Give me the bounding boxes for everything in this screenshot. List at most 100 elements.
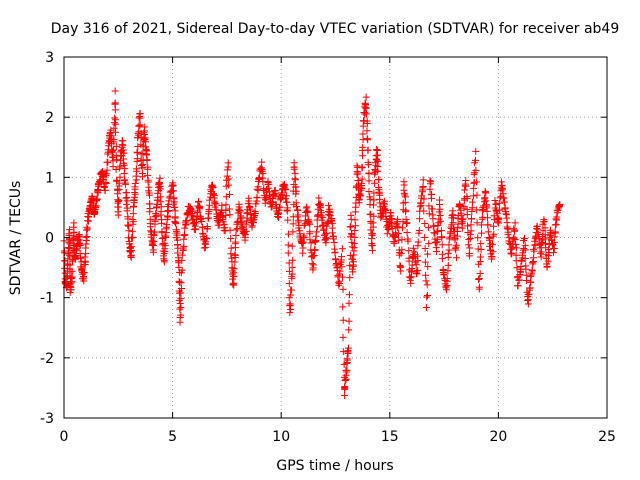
data-point xyxy=(477,253,485,261)
data-point xyxy=(292,202,300,210)
data-point xyxy=(304,208,312,216)
data-point xyxy=(472,147,480,155)
data-point xyxy=(164,207,172,215)
x-axis-label: GPS time / hours xyxy=(276,458,393,474)
data-point xyxy=(504,228,512,236)
data-point xyxy=(231,251,239,259)
data-point xyxy=(466,230,474,238)
data-point xyxy=(339,285,347,293)
data-point xyxy=(63,282,71,290)
data-point xyxy=(338,245,346,253)
data-point xyxy=(401,198,409,206)
data-point xyxy=(127,242,135,250)
data-point xyxy=(268,203,276,211)
data-point xyxy=(511,226,519,234)
data-point xyxy=(372,161,380,169)
data-point xyxy=(341,392,349,400)
data-point xyxy=(364,136,372,144)
data-point xyxy=(343,366,351,374)
data-point xyxy=(274,213,282,221)
x-tick-label: 10 xyxy=(272,429,290,445)
data-point xyxy=(102,179,110,187)
data-point xyxy=(368,231,376,239)
data-point xyxy=(358,175,366,183)
data-point xyxy=(187,205,195,213)
data-point xyxy=(534,229,542,237)
data-point xyxy=(176,318,184,326)
data-point xyxy=(365,187,373,195)
data-point xyxy=(131,179,139,187)
data-point xyxy=(381,206,389,214)
data-point xyxy=(199,223,207,231)
data-point xyxy=(66,244,74,252)
data-point xyxy=(111,106,119,114)
data-point xyxy=(191,226,199,234)
data-point xyxy=(108,153,116,161)
data-point xyxy=(121,179,129,187)
data-point xyxy=(372,152,380,160)
data-point xyxy=(421,258,429,266)
data-point xyxy=(346,223,354,231)
data-point xyxy=(251,208,259,216)
data-point xyxy=(82,233,90,241)
data-point xyxy=(110,136,118,144)
data-point xyxy=(551,228,559,236)
data-point xyxy=(467,221,475,229)
data-point xyxy=(309,261,317,269)
data-point xyxy=(145,200,153,208)
data-point xyxy=(522,277,530,285)
data-point xyxy=(288,263,296,271)
data-point xyxy=(463,194,471,202)
data-point xyxy=(176,299,184,307)
data-point xyxy=(401,191,409,199)
data-point xyxy=(104,150,112,158)
data-point xyxy=(550,244,558,252)
data-point xyxy=(150,238,158,246)
data-point xyxy=(194,209,202,217)
data-point xyxy=(467,227,475,235)
data-point xyxy=(472,166,480,174)
data-point xyxy=(137,133,145,141)
data-point xyxy=(237,218,245,226)
data-point xyxy=(537,248,545,256)
data-point xyxy=(110,124,118,132)
data-point xyxy=(397,249,405,257)
data-point xyxy=(451,236,459,244)
data-point xyxy=(160,258,168,266)
data-point xyxy=(547,230,555,238)
data-point xyxy=(351,226,359,234)
data-point xyxy=(66,226,74,234)
data-point xyxy=(370,212,378,220)
data-point xyxy=(488,253,496,261)
data-point xyxy=(486,234,494,242)
data-point xyxy=(474,234,482,242)
data-point xyxy=(351,233,359,241)
data-point xyxy=(264,179,272,187)
data-point xyxy=(449,219,457,227)
data-point xyxy=(246,211,254,219)
data-point xyxy=(322,229,330,237)
data-point xyxy=(288,286,296,294)
data-point xyxy=(511,236,519,244)
data-point xyxy=(355,199,363,207)
data-point xyxy=(443,274,451,282)
data-point xyxy=(487,240,495,248)
data-point xyxy=(232,226,240,234)
data-point xyxy=(345,326,353,334)
data-point xyxy=(313,228,321,236)
data-point xyxy=(370,179,378,187)
data-point xyxy=(229,280,237,288)
data-point xyxy=(196,205,204,213)
data-point xyxy=(346,274,354,282)
x-tick-label: 25 xyxy=(598,429,616,445)
data-point xyxy=(305,217,313,225)
data-point xyxy=(420,195,428,203)
data-point xyxy=(78,264,86,272)
data-point xyxy=(553,213,561,221)
ticks-layer: 0 5 10 15 20 25 -3 -2 -1 0 1 2 3 xyxy=(40,50,616,445)
data-point xyxy=(357,182,365,190)
data-point xyxy=(212,200,220,208)
data-point xyxy=(345,317,353,325)
data-point xyxy=(178,251,186,259)
data-point xyxy=(354,170,362,178)
